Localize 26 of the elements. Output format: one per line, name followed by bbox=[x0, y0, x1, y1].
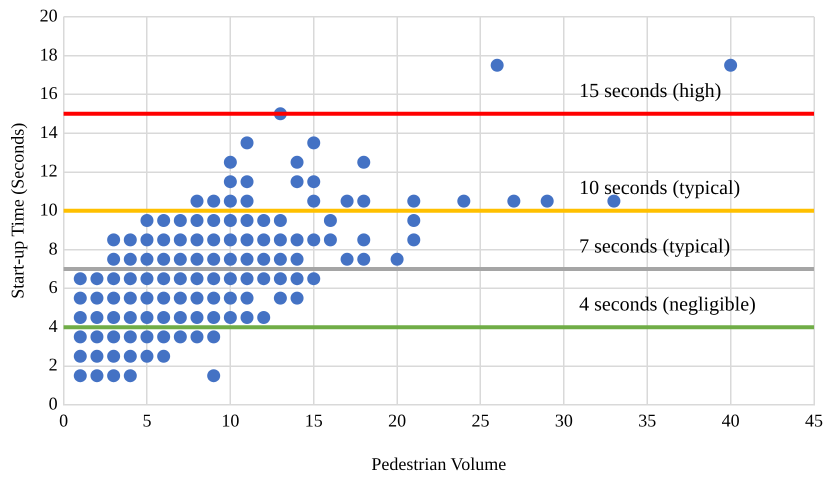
y-tick-label: 20 bbox=[40, 6, 58, 26]
x-axis-title: Pedestrian Volume bbox=[371, 454, 506, 474]
y-tick-label: 14 bbox=[40, 122, 58, 142]
y-tick-label: 18 bbox=[40, 44, 58, 64]
x-tick-label: 30 bbox=[554, 410, 573, 430]
y-tick-label: 4 bbox=[48, 316, 58, 336]
ref-line-label: 10 seconds (typical) bbox=[579, 177, 740, 200]
y-axis-title: Start-up Time (Seconds) bbox=[8, 122, 28, 299]
y-tick-label: 8 bbox=[48, 238, 58, 258]
ref-line-label: 7 seconds (typical) bbox=[579, 235, 730, 258]
y-tick-label: 0 bbox=[48, 394, 58, 414]
x-tick-label: 45 bbox=[805, 410, 823, 430]
x-tick-label: 25 bbox=[471, 410, 490, 430]
x-tick-label: 40 bbox=[722, 410, 740, 430]
x-tick-label: 5 bbox=[142, 410, 152, 430]
y-tick-label: 2 bbox=[48, 354, 58, 375]
x-tick-label: 20 bbox=[388, 410, 406, 430]
x-tick-label: 15 bbox=[304, 410, 323, 430]
y-tick-label: 10 bbox=[40, 200, 58, 220]
x-tick-label: 35 bbox=[638, 410, 656, 430]
ref-line-label: 4 seconds (negligible) bbox=[579, 293, 756, 316]
y-tick-label: 12 bbox=[40, 160, 58, 181]
y-tick-label: 6 bbox=[48, 277, 58, 298]
y-tick-label: 16 bbox=[40, 83, 58, 104]
ref-line-label: 15 seconds (high) bbox=[579, 80, 722, 102]
x-tick-label: 10 bbox=[221, 410, 240, 430]
